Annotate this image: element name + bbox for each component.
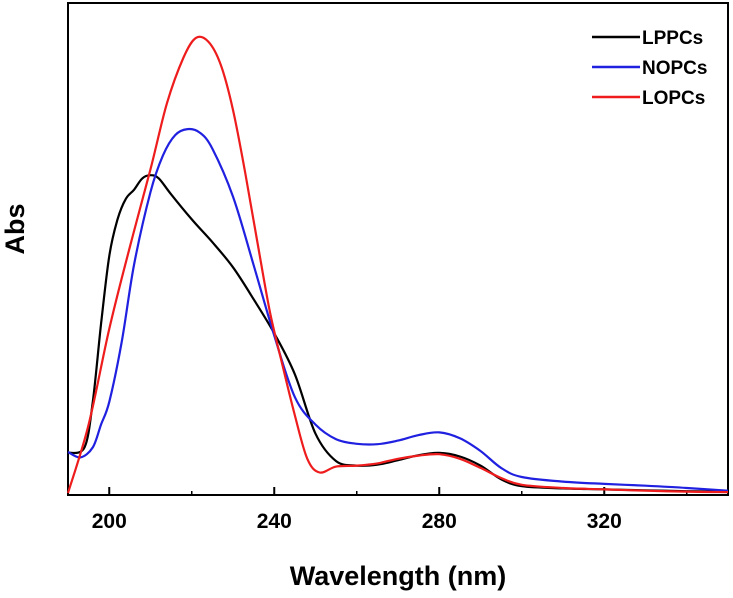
plot-frame [67, 2, 729, 496]
series-lines [66, 35, 729, 494]
series-line-lppcs [67, 174, 729, 493]
x-tick-label: 280 [422, 510, 457, 533]
x-ticks: 200 240 280 320 [92, 487, 688, 533]
series-line-lopcs [66, 35, 729, 494]
legend: LPPCs NOPCs LOPCs [592, 28, 707, 109]
series-line-nopcs [67, 127, 729, 492]
x-tick-label: 320 [587, 510, 622, 533]
x-axis-title: Wavelength (nm) [290, 561, 507, 591]
legend-label-nopcs: NOPCs [642, 58, 707, 79]
y-axis-title: Abs [0, 203, 30, 254]
legend-label-lopcs: LOPCs [642, 88, 705, 109]
x-tick-label: 240 [257, 510, 292, 533]
x-tick-label: 200 [92, 510, 127, 533]
legend-label-lppcs: LPPCs [642, 28, 703, 49]
